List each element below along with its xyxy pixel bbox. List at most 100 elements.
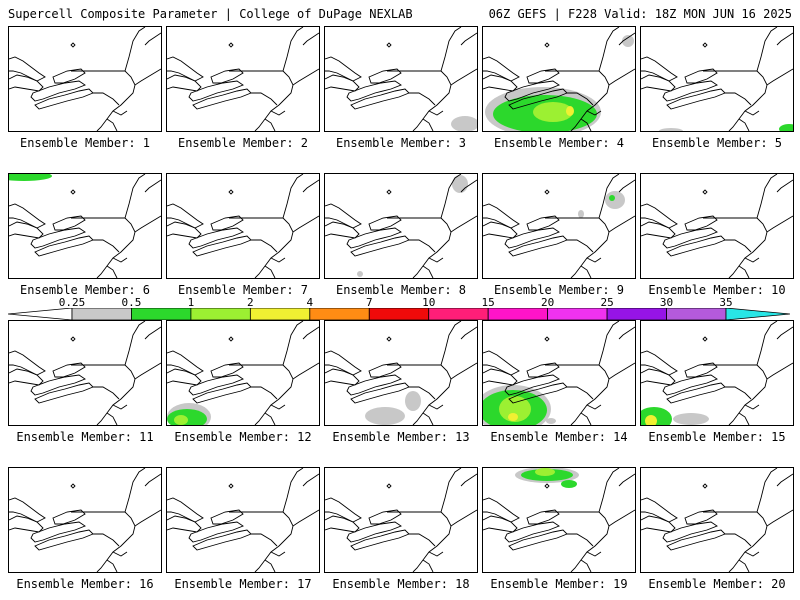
map-outline xyxy=(144,473,161,487)
map-outline xyxy=(346,374,402,396)
map-outline xyxy=(386,42,392,48)
map-outline xyxy=(346,521,402,543)
map-outline xyxy=(210,509,244,525)
map-outline xyxy=(703,174,778,219)
map-outline xyxy=(167,497,204,523)
member-map xyxy=(325,174,477,278)
map-outline xyxy=(483,56,520,82)
scp-contour xyxy=(533,102,573,122)
map-outline xyxy=(325,350,362,376)
map-outline xyxy=(570,378,610,425)
map-outline xyxy=(264,559,276,572)
map-outline xyxy=(52,362,86,378)
map-outline xyxy=(641,221,676,239)
map-outline xyxy=(725,386,752,400)
member-label: Ensemble Member: 11 xyxy=(16,430,154,444)
map-outline xyxy=(325,56,362,82)
member-label: Ensemble Member: 8 xyxy=(335,283,467,297)
map-outline xyxy=(412,84,452,131)
map-outline xyxy=(504,521,560,543)
map-outline xyxy=(228,189,234,195)
map-outline xyxy=(526,509,560,525)
scp-contour xyxy=(605,191,625,209)
map-outline xyxy=(703,468,778,513)
colorbar-tick-label: 2 xyxy=(247,296,254,309)
colorbar-swatch xyxy=(487,308,549,320)
map-outline xyxy=(112,404,128,410)
colorbar-swatch xyxy=(309,308,370,320)
map-outline xyxy=(728,525,768,572)
map-outline xyxy=(412,231,452,278)
map-outline xyxy=(738,118,750,131)
map-outline xyxy=(188,80,244,102)
map-outline xyxy=(641,203,678,229)
map-outline xyxy=(504,80,560,102)
map-outline xyxy=(580,118,592,131)
map-outline xyxy=(662,227,718,249)
map-outline xyxy=(112,551,128,557)
map-outline xyxy=(52,509,86,525)
map-outline xyxy=(725,533,752,547)
map-outline xyxy=(270,257,286,263)
map-outline xyxy=(188,227,244,249)
colorbar-tick-label: 10 xyxy=(422,296,436,309)
map-outline xyxy=(428,404,444,410)
scp-contour xyxy=(546,418,556,424)
map-outline xyxy=(251,533,278,547)
member-panel xyxy=(482,173,636,279)
map-outline xyxy=(702,336,708,342)
colorbar-tick-label: 30 xyxy=(659,296,674,309)
member-panel xyxy=(8,467,162,573)
map-outline xyxy=(738,412,750,425)
member-label: Ensemble Member: 18 xyxy=(332,577,470,591)
map-outline xyxy=(545,174,620,219)
colorbar-tick-label: 15 xyxy=(481,296,495,309)
map-outline xyxy=(728,378,768,425)
scp-contour xyxy=(578,210,584,218)
member-panel xyxy=(482,320,636,426)
scp-contour xyxy=(174,415,188,425)
map-outline xyxy=(368,362,402,378)
member-label: Ensemble Member: 2 xyxy=(177,136,309,150)
map-outline xyxy=(386,483,392,489)
member-label: Ensemble Member: 12 xyxy=(174,430,312,444)
map-outline xyxy=(144,326,161,340)
map-outline xyxy=(567,239,594,253)
map-outline xyxy=(776,179,793,193)
colorbar xyxy=(8,308,790,320)
map-outline xyxy=(428,551,444,557)
map-outline xyxy=(580,412,592,425)
map-outline xyxy=(618,473,635,487)
scp-contour xyxy=(451,116,477,131)
member-map xyxy=(325,468,477,572)
map-outline xyxy=(167,221,202,239)
member-panel xyxy=(8,26,162,132)
map-outline xyxy=(106,559,118,572)
map-outline xyxy=(9,350,46,376)
member-label: Ensemble Member: 19 xyxy=(490,577,628,591)
map-outline xyxy=(106,265,118,278)
scp-contour xyxy=(622,35,634,47)
map-outline xyxy=(460,473,477,487)
member-label: Ensemble Member: 9 xyxy=(493,283,625,297)
map-outline xyxy=(586,551,602,557)
map-outline xyxy=(144,32,161,46)
map-outline xyxy=(586,110,602,116)
map-outline xyxy=(567,533,594,547)
map-outline xyxy=(422,265,434,278)
map-outline xyxy=(228,42,234,48)
map-outline xyxy=(598,68,635,86)
scp-contour xyxy=(779,124,793,131)
map-outline xyxy=(744,257,760,263)
colorbar-tick-label: 1 xyxy=(187,296,195,309)
colorbar-tick-label: 25 xyxy=(600,296,614,309)
colorbar-tick-label: 35 xyxy=(719,296,733,309)
scp-contour xyxy=(561,480,577,488)
scp-contour xyxy=(499,396,531,422)
map-outline xyxy=(618,179,635,193)
map-outline xyxy=(460,179,477,193)
map-outline xyxy=(71,321,146,366)
scp-contour xyxy=(659,128,683,131)
colorbar-swatch xyxy=(606,308,667,320)
map-outline xyxy=(776,326,793,340)
